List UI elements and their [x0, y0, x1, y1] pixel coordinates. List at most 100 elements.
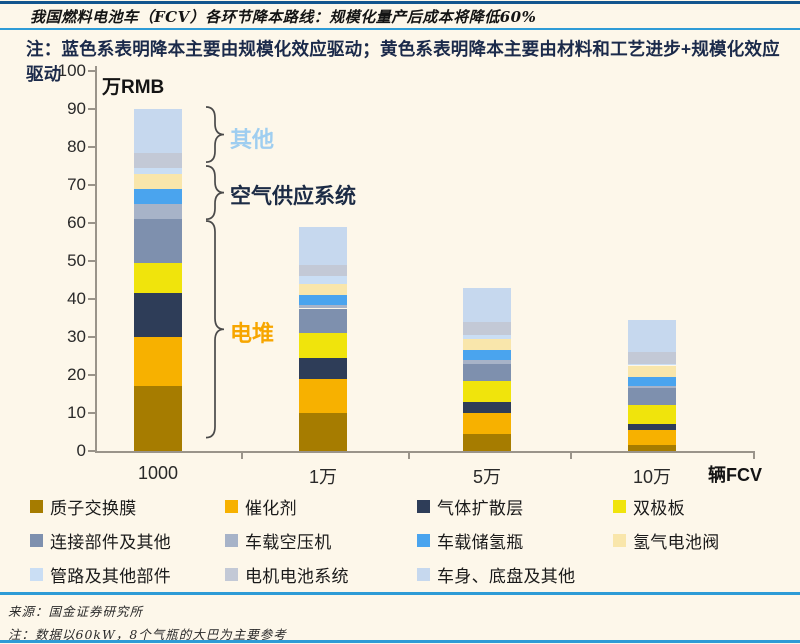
x-category-label: 1万: [308, 467, 337, 487]
legend-swatch: [225, 533, 238, 547]
bar-segment: [463, 335, 511, 339]
footnote-line: 注：数据以60kW，8个气瓶的大巴为主要参考: [8, 627, 287, 642]
y-tick-label: 0: [76, 441, 86, 460]
bar-segment: [134, 204, 182, 220]
legend-item: 管路及其他部件: [30, 563, 225, 586]
bar-segment: [134, 152, 182, 168]
bar-segment: [463, 338, 511, 351]
bar-segment: [134, 262, 182, 294]
legend-label: 气体扩散层: [437, 498, 524, 518]
bar-segment: [463, 401, 511, 413]
y-tick-label: 90: [67, 99, 86, 118]
legend-swatch: [225, 499, 238, 513]
y-tick-mark: [88, 374, 95, 376]
legend-swatch: [613, 533, 626, 547]
footer-top-rule: [0, 592, 800, 595]
y-tick-mark: [88, 222, 95, 224]
y-tick-mark: [88, 260, 95, 262]
title-underline-rule: [0, 28, 800, 30]
bar-segment: [463, 380, 511, 402]
page-title: 我国燃料电池车（FCV）各环节降本路线：规模化量产后成本将降低60%: [30, 8, 537, 26]
legend-label: 车载储氢瓶: [437, 532, 524, 552]
legend-label: 车身、底盘及其他: [437, 566, 576, 586]
legend-label: 双极板: [633, 498, 685, 518]
y-tick-label: 50: [67, 251, 86, 270]
y-tick-label: 30: [67, 327, 86, 346]
y-tick-label: 80: [67, 137, 86, 156]
y-tick-label: 100: [57, 61, 86, 80]
bar-segment: [299, 413, 347, 451]
x-category-label: 1000: [137, 463, 179, 483]
legend-swatch: [613, 499, 626, 513]
bar-segment: [134, 188, 182, 204]
legend-label: 车载空压机: [245, 532, 332, 552]
legend-item: 质子交换膜: [30, 495, 225, 518]
y-tick-mark: [88, 450, 95, 452]
bar-segment: [463, 359, 511, 364]
bar-segment: [134, 219, 182, 263]
bar-segment: [628, 405, 676, 425]
y-tick-label: 60: [67, 213, 86, 232]
bar-segment: [463, 321, 511, 336]
bar-segment: [134, 337, 182, 387]
x-tick-mark: [570, 452, 572, 459]
legend-label: 连接部件及其他: [50, 532, 172, 552]
bar-segment: [299, 378, 347, 413]
legend-item: 连接部件及其他: [30, 529, 225, 552]
y-tick-mark: [88, 336, 95, 338]
y-tick-mark: [88, 298, 95, 300]
legend-label: 管路及其他部件: [50, 566, 172, 586]
legend-label: 氢气电池阀: [633, 532, 720, 552]
color-key-note: 注：蓝色系表明降本主要由规模化效应驱动；黄色系表明降本主要由材料和工艺进步+规模…: [26, 39, 780, 84]
legend-item: 双极板: [613, 495, 790, 518]
bar-segment: [463, 350, 511, 360]
bar-segment: [134, 386, 182, 451]
legend-item: 电机电池系统: [225, 563, 417, 586]
legend-swatch: [417, 533, 430, 547]
y-tick-mark: [88, 70, 95, 72]
legend-label: 质子交换膜: [50, 498, 137, 518]
bracket-空气供应系统: [205, 165, 225, 221]
legend-item: 车身、底盘及其他: [417, 563, 613, 586]
bar-segment: [299, 264, 347, 277]
bar-segment: [628, 365, 676, 377]
legend-swatch: [225, 567, 238, 581]
y-tick-label: 40: [67, 289, 86, 308]
y-tick-mark: [88, 146, 95, 148]
chart-legend: 质子交换膜 催化剂 气体扩散层 双极板连接部件及其他 车载空压机 车载储氢瓶 氢气电池阀管路…: [30, 495, 790, 586]
bar-segment: [628, 319, 676, 353]
bar-segment: [134, 167, 182, 174]
bar-segment: [463, 287, 511, 322]
bar-segment: [134, 109, 182, 153]
legend-swatch: [30, 567, 43, 581]
legend-item: 车载储氢瓶: [417, 529, 613, 552]
bar-segment: [299, 333, 347, 358]
source-line: 来源：国金证券研究所: [8, 604, 144, 619]
bracket-其他: [205, 106, 225, 164]
bar-segment: [628, 445, 676, 451]
x-axis-unit-label: 辆FCV: [708, 465, 762, 485]
y-tick-mark: [88, 412, 95, 414]
bar-segment: [463, 413, 511, 434]
x-tick-mark: [408, 452, 410, 459]
legend-item: 催化剂: [225, 495, 417, 518]
legend-item: 气体扩散层: [417, 495, 613, 518]
x-tick-mark: [241, 452, 243, 459]
bar-segment: [628, 352, 676, 364]
bar-segment: [628, 363, 676, 366]
bar-segment: [299, 357, 347, 379]
top-rule: [0, 1, 800, 4]
x-tick-mark: [753, 452, 755, 459]
legend-swatch: [30, 499, 43, 513]
bar-segment: [299, 283, 347, 296]
y-tick-mark: [88, 184, 95, 186]
y-tick-label: 10: [67, 403, 86, 422]
x-category-label: 5万: [472, 467, 501, 487]
bar-segment: [299, 226, 347, 265]
annotation-label: 电堆: [230, 321, 275, 347]
legend-label: 电机电池系统: [245, 566, 349, 586]
bottom-rule: [0, 640, 800, 643]
y-axis-line: [95, 66, 97, 452]
legend-item: 车载空压机: [225, 529, 417, 552]
